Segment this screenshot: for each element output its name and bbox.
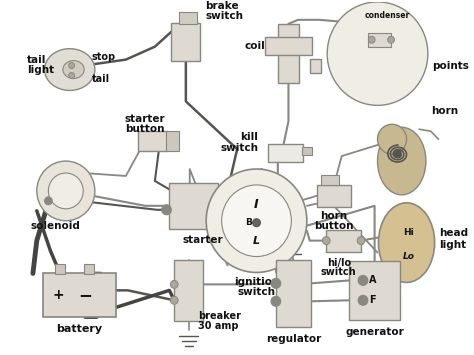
Text: switch: switch — [237, 287, 275, 297]
Ellipse shape — [45, 49, 95, 91]
Text: starter: starter — [183, 235, 224, 245]
Text: button: button — [314, 221, 354, 231]
Text: tail: tail — [27, 55, 46, 65]
Text: battery: battery — [56, 324, 102, 334]
Text: coil: coil — [245, 41, 265, 51]
Circle shape — [45, 197, 52, 205]
Ellipse shape — [63, 61, 84, 78]
Circle shape — [253, 219, 260, 227]
Circle shape — [358, 275, 368, 285]
Circle shape — [37, 161, 95, 221]
Text: head: head — [439, 228, 469, 237]
Text: ignition: ignition — [234, 277, 279, 288]
Bar — [169, 183, 218, 229]
Text: stop: stop — [92, 51, 116, 62]
Circle shape — [69, 72, 74, 78]
Text: Lo: Lo — [402, 252, 414, 261]
Ellipse shape — [378, 203, 435, 282]
Text: light: light — [439, 240, 466, 250]
Text: +: + — [52, 288, 64, 302]
Bar — [278, 24, 299, 83]
Text: 30 amp: 30 amp — [199, 321, 239, 331]
Bar — [174, 260, 203, 321]
Text: starter: starter — [125, 114, 165, 124]
Circle shape — [322, 237, 330, 245]
Circle shape — [170, 280, 178, 288]
Text: condenser: condenser — [365, 11, 410, 20]
Bar — [84, 264, 94, 274]
Bar — [349, 261, 400, 320]
Text: light: light — [27, 65, 54, 75]
Text: breaker: breaker — [199, 311, 241, 321]
Circle shape — [206, 169, 307, 272]
Text: hi/lo: hi/lo — [327, 257, 351, 268]
Text: I: I — [254, 198, 259, 211]
Text: A: A — [369, 275, 376, 285]
Text: points: points — [432, 61, 469, 71]
Text: Hi: Hi — [403, 228, 414, 237]
Text: generator: generator — [345, 327, 404, 337]
Circle shape — [170, 296, 178, 304]
Circle shape — [368, 36, 375, 43]
Text: B: B — [246, 218, 252, 227]
Text: button: button — [126, 124, 165, 134]
Text: solenoid: solenoid — [31, 221, 81, 231]
Bar — [326, 230, 361, 252]
Circle shape — [394, 151, 401, 158]
Circle shape — [327, 2, 428, 105]
Text: brake: brake — [205, 1, 239, 11]
Ellipse shape — [377, 124, 407, 154]
Bar — [265, 37, 312, 55]
Text: switch: switch — [205, 11, 243, 21]
Bar — [179, 12, 197, 24]
Bar — [317, 185, 351, 207]
Ellipse shape — [377, 127, 426, 195]
Text: horn: horn — [431, 106, 458, 116]
Bar — [268, 144, 303, 162]
Bar — [43, 273, 116, 317]
Bar — [171, 23, 201, 61]
Text: −: − — [78, 286, 92, 304]
Circle shape — [271, 278, 281, 288]
Text: F: F — [369, 295, 376, 305]
Text: horn: horn — [320, 211, 347, 221]
Bar — [165, 131, 179, 151]
Circle shape — [162, 205, 171, 215]
Bar — [55, 264, 65, 274]
Circle shape — [271, 296, 281, 306]
Bar — [310, 59, 321, 72]
Bar — [302, 147, 312, 155]
Bar — [321, 175, 339, 185]
Bar — [276, 260, 311, 327]
Circle shape — [358, 295, 368, 305]
Text: switch: switch — [321, 267, 356, 278]
Bar — [368, 33, 391, 47]
Text: tail: tail — [92, 75, 110, 84]
Circle shape — [357, 237, 365, 245]
Circle shape — [222, 185, 292, 257]
Circle shape — [69, 62, 74, 69]
Text: regulator: regulator — [265, 334, 321, 344]
Text: kill: kill — [241, 132, 258, 142]
Text: L: L — [253, 236, 260, 246]
Text: switch: switch — [220, 143, 258, 153]
Circle shape — [388, 36, 394, 43]
Circle shape — [48, 173, 83, 209]
Bar — [138, 131, 167, 151]
